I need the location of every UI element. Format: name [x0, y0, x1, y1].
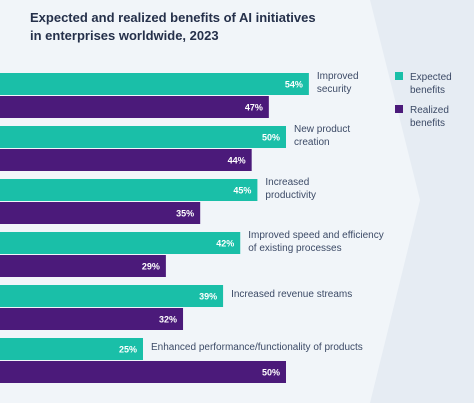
legend-swatch-realized — [395, 105, 403, 113]
category-label-1-line-1: creation — [294, 137, 330, 148]
bar-expected-2 — [0, 179, 258, 201]
value-label-expected-0: 54% — [285, 80, 303, 90]
bar-realized-4 — [0, 308, 184, 330]
bar-realized-0 — [0, 96, 269, 118]
bar-realized-3 — [0, 255, 166, 277]
category-label-3-line-0: Improved speed and efficiency — [248, 230, 383, 241]
category-label-0-line-0: Improved — [317, 71, 359, 82]
value-label-realized-5: 50% — [262, 368, 280, 378]
bar-expected-4 — [0, 285, 224, 307]
legend-label-realized-line-0: Realized — [410, 105, 449, 116]
value-label-expected-5: 25% — [119, 345, 137, 355]
category-label-2-line-0: Increased — [265, 177, 309, 188]
chart-title-line-1: Expected and realized benefits of AI ini… — [30, 10, 316, 25]
bar-expected-1 — [0, 126, 286, 148]
category-label-5-line-0: Enhanced performance/functionality of pr… — [151, 342, 363, 353]
value-label-realized-2: 35% — [176, 209, 194, 219]
bar-realized-2 — [0, 202, 201, 224]
chart-title-line-2: in enterprises worldwide, 2023 — [30, 28, 219, 43]
value-label-expected-1: 50% — [262, 133, 280, 143]
value-label-realized-1: 44% — [228, 156, 246, 166]
category-label-3-line-1: of existing processes — [248, 243, 341, 254]
value-label-expected-3: 42% — [216, 239, 234, 249]
background-decoration-shape — [370, 0, 474, 403]
category-label-2-line-1: productivity — [265, 190, 316, 201]
legend-label-expected-line-1: benefits — [410, 85, 445, 96]
value-label-realized-0: 47% — [245, 103, 263, 113]
category-label-1-line-0: New product — [294, 124, 350, 135]
category-label-4-line-0: Increased revenue streams — [231, 289, 352, 300]
value-label-expected-2: 45% — [233, 186, 251, 196]
bar-realized-5 — [0, 361, 286, 383]
bar-expected-0 — [0, 73, 309, 95]
value-label-realized-4: 32% — [159, 315, 177, 325]
bar-expected-3 — [0, 232, 241, 254]
bars-group: 54% 47% Improved security 50% 44% New product c… — [0, 71, 384, 383]
legend: Expected benefits Realized benefits — [395, 72, 452, 129]
legend-label-expected-line-0: Expected — [410, 72, 452, 83]
category-label-0-line-1: security — [317, 84, 351, 95]
bar-realized-1 — [0, 149, 252, 171]
value-label-realized-3: 29% — [142, 262, 160, 272]
bar-expected-5 — [0, 338, 143, 360]
value-label-expected-4: 39% — [199, 292, 217, 302]
legend-swatch-expected — [395, 72, 403, 80]
legend-label-realized-line-1: benefits — [410, 118, 445, 129]
